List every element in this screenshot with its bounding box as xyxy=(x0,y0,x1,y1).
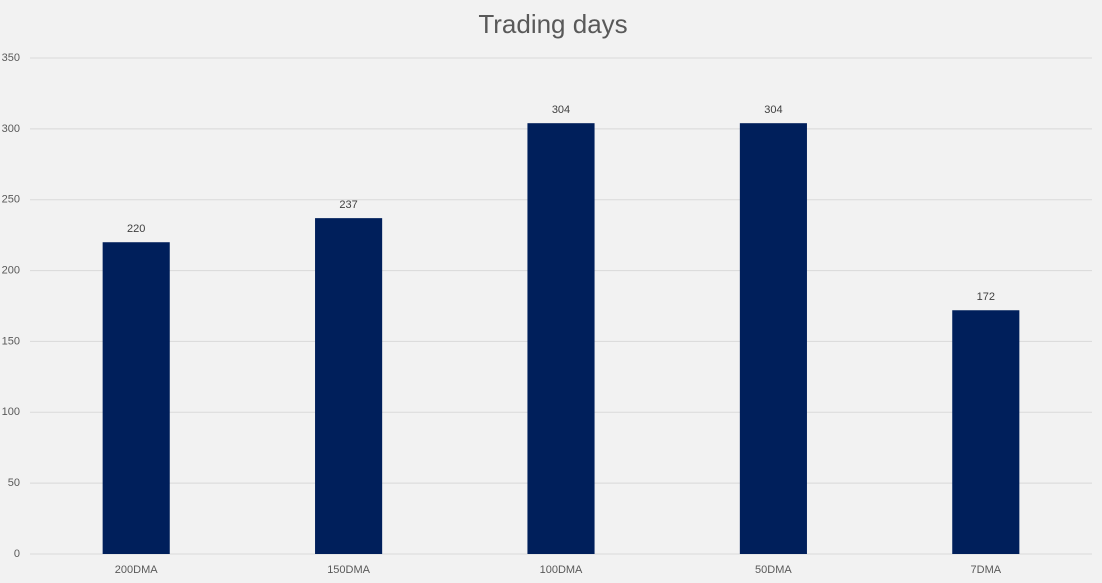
y-tick-label: 250 xyxy=(2,194,20,206)
chart-title: Trading days xyxy=(478,9,627,39)
x-tick-label: 200DMA xyxy=(115,564,158,576)
x-tick-label: 150DMA xyxy=(327,564,370,576)
x-tick-label: 50DMA xyxy=(755,564,792,576)
data-label: 304 xyxy=(764,104,782,116)
y-tick-label: 0 xyxy=(14,548,20,560)
data-label: 237 xyxy=(339,199,357,211)
y-tick-label: 50 xyxy=(8,477,20,489)
y-tick-label: 100 xyxy=(2,406,20,418)
bar xyxy=(527,123,595,554)
x-tick-label: 7DMA xyxy=(971,564,1002,576)
bar xyxy=(315,218,383,554)
bar xyxy=(952,310,1020,554)
y-tick-label: 200 xyxy=(2,264,20,276)
bar xyxy=(102,242,170,554)
bar xyxy=(739,123,807,554)
y-tick-label: 300 xyxy=(2,123,20,135)
data-label: 220 xyxy=(127,223,145,235)
data-label: 172 xyxy=(977,291,995,303)
y-tick-label: 350 xyxy=(2,52,20,64)
y-tick-label: 150 xyxy=(2,335,20,347)
x-tick-label: 100DMA xyxy=(540,564,583,576)
data-label: 304 xyxy=(552,104,570,116)
